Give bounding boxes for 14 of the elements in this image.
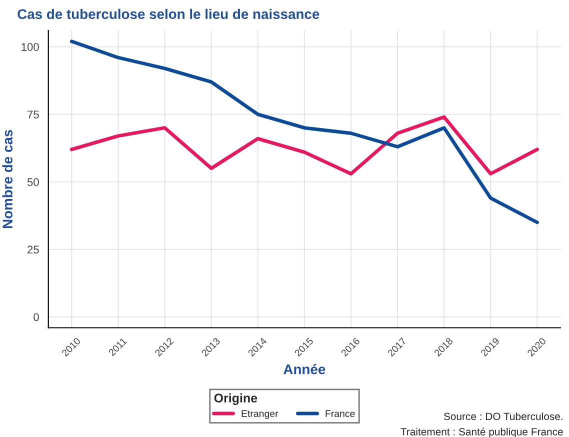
y-axis-title: Nombre de cas [2,130,12,228]
line-series [70,115,539,176]
y-tick-label: 25 [28,246,39,254]
y-tick-label: 50 [27,178,39,186]
x-axis-title: Année [284,364,326,374]
legend-label: Etranger [242,410,278,419]
y-tick-label: 75 [28,110,39,118]
chart-title: Cas de tuberculose selon le lieu de naissance [18,8,320,20]
line-series [70,40,539,224]
source-note: Source : DO Tuberculose. [444,412,562,420]
y-tick-label: 0 [34,313,39,322]
legend-title: Origine [214,393,258,406]
y-tick-label: 100 [22,43,39,51]
legend-label: France [326,410,355,418]
